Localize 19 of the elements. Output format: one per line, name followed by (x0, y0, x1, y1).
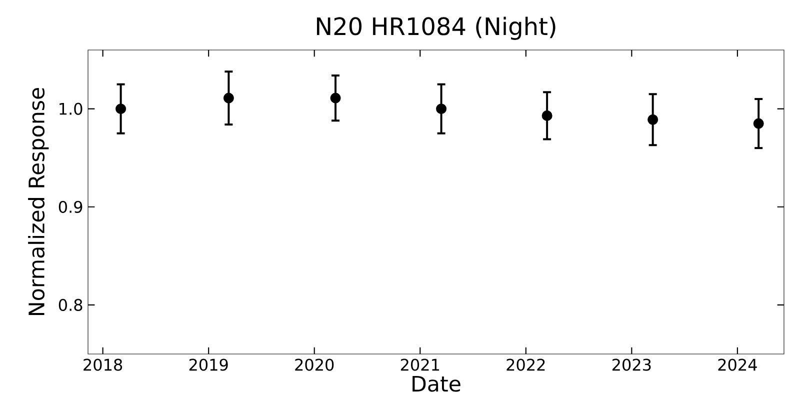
y-axis-title: Normalized Response (28, 88, 49, 316)
x-tick-label: 2023 (612, 358, 651, 371)
x-tick-label: 2021 (400, 358, 439, 371)
y-tick-label: 0.8 (58, 298, 82, 312)
x-tick-label: 2018 (84, 358, 122, 371)
x-tick-label: 2020 (295, 358, 334, 371)
x-tick-label: 2022 (506, 358, 545, 371)
point (542, 110, 552, 121)
point (330, 92, 341, 104)
point (648, 114, 658, 125)
y-tick-label: 0.9 (58, 200, 82, 213)
chart-title: N20 HR1084 (Night) (316, 16, 556, 40)
point (436, 104, 447, 114)
point (223, 92, 234, 104)
point (116, 104, 126, 114)
x-tick-label: 2024 (718, 358, 757, 371)
x-tick-label: 2019 (189, 358, 228, 371)
x-axis-title: Date (412, 376, 460, 392)
y-tick-label: 1.0 (60, 102, 82, 115)
